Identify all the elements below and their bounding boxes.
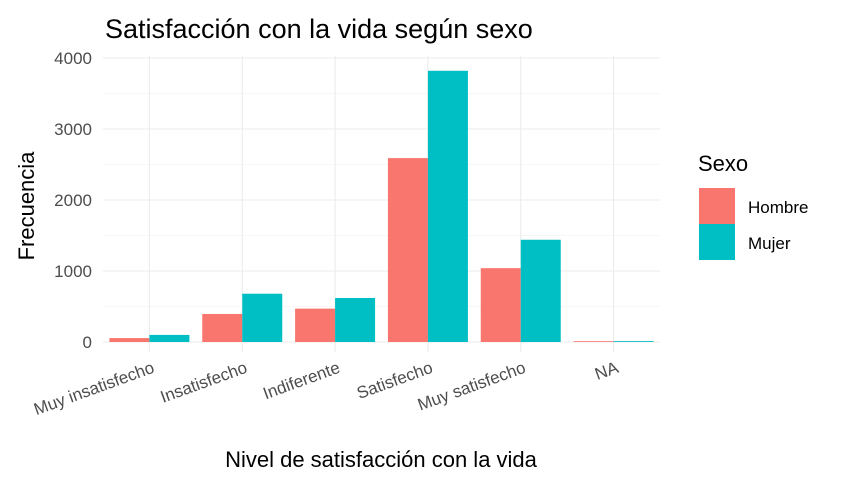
bar: [427, 70, 468, 342]
x-tick-label: Muy satisfecho: [415, 358, 528, 415]
x-tick-label: Insatisfecho: [158, 358, 250, 407]
x-tick-label: Indiferente: [260, 358, 342, 403]
x-tick-label: Muy insatisfecho: [31, 358, 156, 419]
x-axis-title: Nivel de satisfacción con la vida: [225, 447, 538, 472]
legend-label: Mujer: [748, 234, 791, 253]
y-tick-label: 4000: [54, 49, 92, 68]
chart-title: Satisfacción con la vida según sexo: [105, 14, 533, 44]
y-tick-labels: 0 1000 2000 3000 4000: [54, 49, 92, 352]
bar: [387, 158, 428, 342]
legend-swatch: [699, 224, 735, 260]
bar: [202, 313, 243, 342]
bar: [149, 334, 190, 342]
bar: [295, 308, 336, 342]
bar: [242, 293, 283, 342]
legend-swatch: [699, 188, 735, 224]
y-tick-label: 1000: [54, 262, 92, 281]
y-tick-label: 0: [83, 333, 92, 352]
x-tick-label: NA: [592, 358, 621, 384]
bar: [613, 341, 654, 342]
bar: [573, 341, 614, 342]
y-tick-label: 2000: [54, 191, 92, 210]
grid: [103, 56, 660, 352]
bars: [109, 70, 654, 342]
y-axis-title: Frecuencia: [14, 151, 39, 261]
legend-title: Sexo: [698, 151, 748, 176]
legend-label: Hombre: [748, 198, 808, 217]
bar: [109, 338, 150, 342]
x-tick-labels: Muy insatisfecho Insatisfecho Indiferente S…: [31, 358, 621, 419]
y-tick-label: 3000: [54, 120, 92, 139]
bar: [520, 239, 561, 342]
bar: [335, 297, 376, 342]
legend: Sexo Hombre Mujer: [698, 151, 808, 260]
bar: [480, 268, 521, 342]
